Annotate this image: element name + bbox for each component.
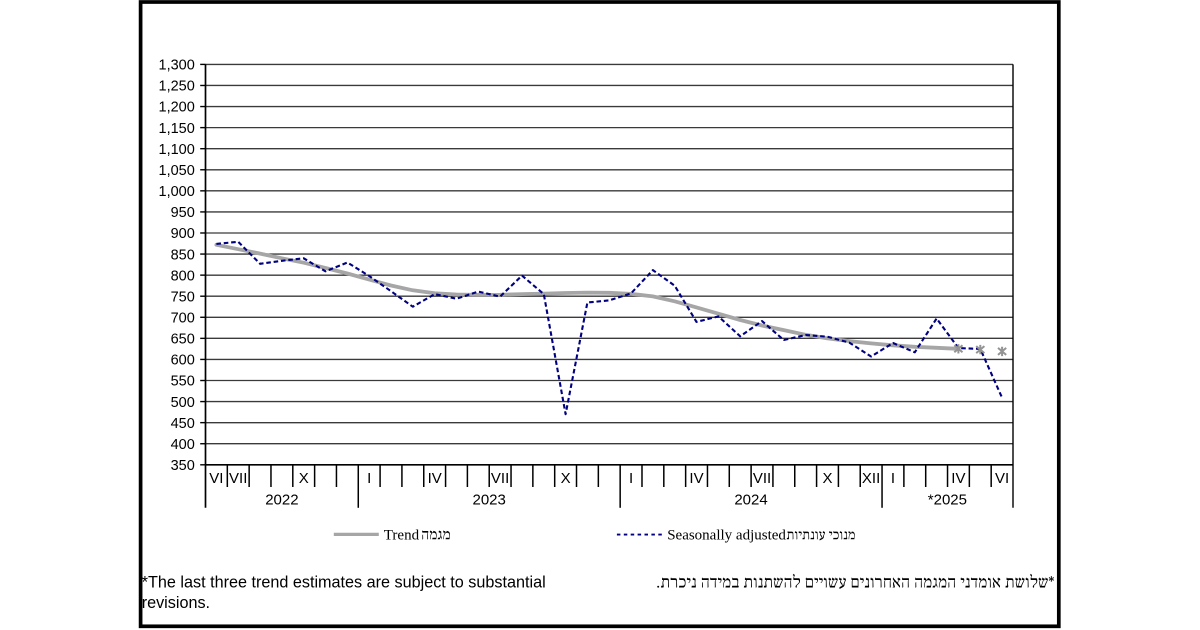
- svg-text:IV: IV: [428, 470, 442, 487]
- svg-text:400: 400: [171, 437, 195, 453]
- svg-text:1,200: 1,200: [159, 100, 195, 116]
- svg-text:750: 750: [171, 289, 195, 305]
- svg-text:450: 450: [171, 416, 195, 432]
- svg-text:*2025: *2025: [928, 492, 967, 509]
- svg-text:1,150: 1,150: [159, 121, 195, 137]
- svg-text:IV: IV: [689, 470, 703, 487]
- svg-text:2023: 2023: [473, 492, 506, 509]
- svg-text:2022: 2022: [265, 492, 298, 509]
- svg-text:550: 550: [171, 374, 195, 390]
- svg-text:X: X: [822, 470, 832, 487]
- svg-text:1,050: 1,050: [159, 163, 195, 179]
- svg-text:VII: VII: [229, 470, 247, 487]
- svg-text:600: 600: [171, 353, 195, 369]
- svg-text:I: I: [367, 470, 371, 487]
- svg-text:revisions.: revisions.: [142, 594, 210, 612]
- svg-text:VII: VII: [491, 470, 509, 487]
- svg-text:VI: VI: [209, 470, 223, 487]
- svg-text:VI: VI: [995, 470, 1009, 487]
- svg-text:1,000: 1,000: [159, 184, 195, 200]
- svg-text:I: I: [629, 470, 633, 487]
- svg-text:2024: 2024: [734, 492, 767, 509]
- svg-text:Trend: Trend: [384, 527, 420, 543]
- svg-text:800: 800: [171, 268, 195, 284]
- svg-text:950: 950: [171, 205, 195, 221]
- svg-text:X: X: [299, 470, 309, 487]
- svg-text:1,100: 1,100: [159, 142, 195, 158]
- svg-text:Seasonally adjusted: Seasonally adjusted: [667, 527, 786, 543]
- svg-text:X: X: [561, 470, 571, 487]
- svg-text:900: 900: [171, 226, 195, 242]
- svg-text:1,250: 1,250: [159, 79, 195, 95]
- svg-text:850: 850: [171, 247, 195, 263]
- svg-text:VII: VII: [753, 470, 771, 487]
- svg-text:650: 650: [171, 332, 195, 348]
- svg-text:IV: IV: [951, 470, 965, 487]
- svg-text:XII: XII: [862, 470, 880, 487]
- svg-text:500: 500: [171, 395, 195, 411]
- svg-text:350: 350: [171, 458, 195, 474]
- svg-text:1,300: 1,300: [159, 58, 195, 74]
- svg-text:700: 700: [171, 311, 195, 327]
- svg-text:*The last three trend estimate: *The last three trend estimates are subj…: [142, 573, 546, 591]
- svg-text:I: I: [891, 470, 895, 487]
